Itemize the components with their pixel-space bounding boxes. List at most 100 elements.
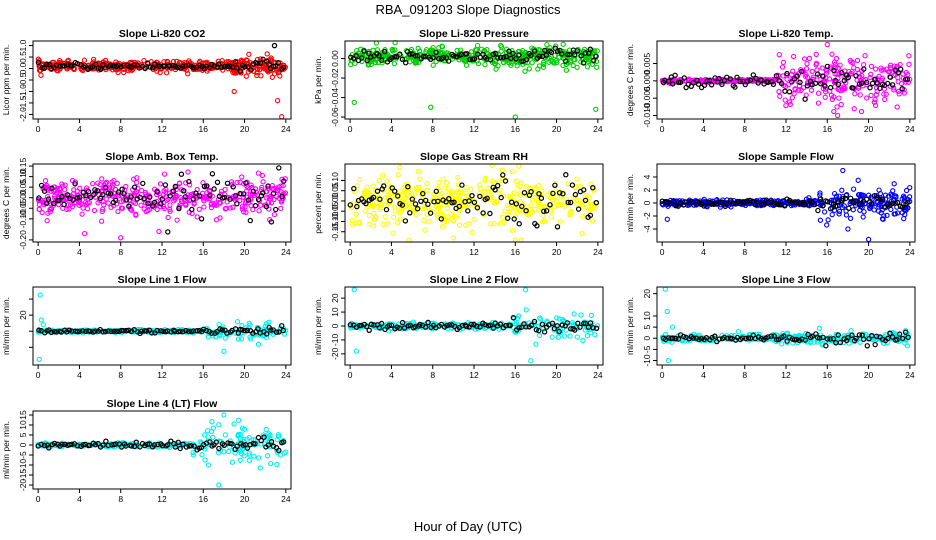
reference-point [79,328,86,334]
reference-point [389,55,395,61]
reference-point [182,62,189,69]
data-point [69,177,76,184]
data-point [114,180,120,187]
reference-point [506,48,512,54]
reference-point [245,197,252,203]
data-point [496,190,503,196]
outlier-point [156,228,162,235]
panel-title: Slope Amb. Box Temp. [105,151,218,163]
data-point [485,189,492,195]
reference-point [180,329,186,335]
data-point [258,73,264,79]
reference-point [760,202,766,208]
reference-point [89,64,96,70]
reference-point [587,46,594,52]
data-point [368,61,374,68]
data-point [57,57,63,64]
reference-point [696,336,702,343]
data-point [176,180,183,187]
data-point [557,219,563,225]
data-point [902,340,908,346]
reference-point [778,80,785,87]
data-point [430,62,436,68]
data-point [382,214,388,220]
reference-point [771,200,777,206]
data-point [413,211,419,218]
x-tick-label: 8 [118,124,123,134]
reference-point [358,322,364,329]
reference-point [347,322,354,328]
data-point [848,328,854,334]
reference-point [820,334,826,341]
data-point [860,62,867,68]
data-point [809,68,815,75]
x-tick-label: 8 [430,124,435,134]
data-point [506,193,513,200]
reference-point [568,199,574,206]
reference-point [107,191,114,197]
x-tick-label: 8 [742,247,747,257]
data-point [351,188,357,195]
outlier-point [450,235,457,241]
reference-point [838,69,845,76]
reference-point [271,42,278,49]
reference-point [716,75,722,82]
x-tick-label: 12 [157,370,167,380]
data-point [100,206,106,212]
reference-point [196,62,203,69]
y-tick-label: -0.5 [18,72,28,87]
reference-point [51,440,58,447]
reference-point [255,196,262,203]
reference-point [216,61,222,67]
reference-point [237,68,244,75]
reference-point [157,63,163,70]
data-point [420,193,426,199]
reference-point [399,56,406,62]
data-point [463,184,469,191]
reference-point [523,56,530,63]
x-tick-label: 0 [36,494,41,504]
data-point [851,106,857,112]
reference-point [708,82,715,88]
data-point [115,69,121,76]
reference-point [550,190,556,197]
reference-point [691,202,697,208]
data-point [243,209,249,216]
data-point [817,217,824,223]
reference-point [422,324,429,330]
reference-point [497,54,504,61]
reference-point [234,200,240,207]
data-point [201,198,207,204]
data-point [498,42,504,49]
reference-point [446,322,453,328]
reference-point [414,53,421,59]
outlier-point [353,348,360,354]
data-point [421,217,427,223]
y-tick-label: -0.02 [330,68,340,88]
reference-point [469,192,475,199]
reference-point [554,48,561,55]
reference-point [513,201,520,207]
data-point [862,76,869,83]
reference-point [175,439,181,445]
reference-point [280,327,286,334]
data-point [214,202,220,208]
x-tick-label: 0 [36,370,41,380]
reference-point [572,191,579,198]
data-point [778,341,785,347]
data-point [55,68,61,74]
reference-point [543,52,550,58]
reference-point [885,335,891,342]
data-point [867,74,873,81]
x-tick-label: 4 [77,247,82,257]
data-point [491,220,497,227]
reference-point [407,51,413,57]
data-point [585,58,592,65]
y-tick-label: -5 [18,451,28,459]
data-point [39,209,45,216]
data-point [815,90,822,96]
data-point [71,187,77,193]
data-point [862,53,868,59]
reference-point [423,197,429,204]
